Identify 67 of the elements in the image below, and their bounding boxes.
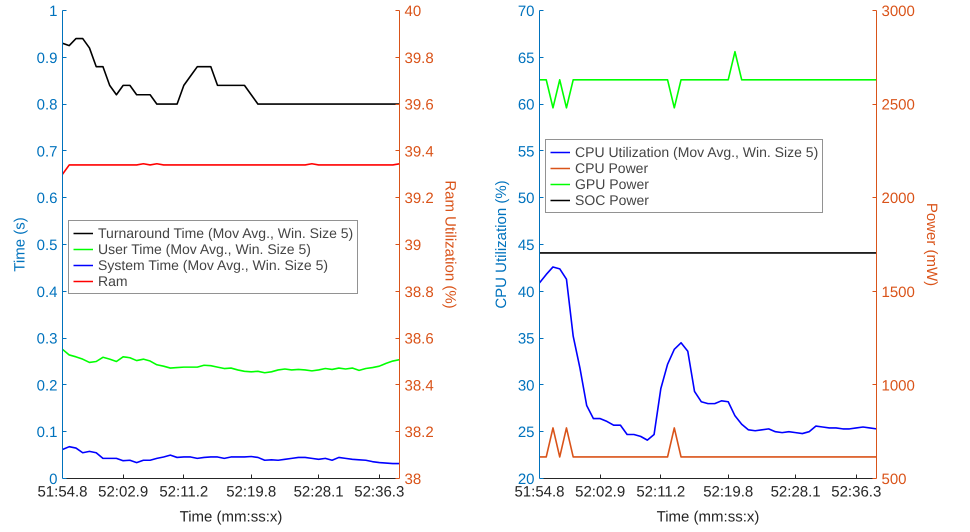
- y2-tick-label: 39.6: [404, 96, 434, 114]
- x-axis-title: Time (mm:ss:x): [656, 508, 760, 526]
- x-tick-label: 52:11.2: [159, 484, 208, 500]
- y-tick-label: 55: [518, 143, 535, 160]
- line-series: [62, 446, 400, 464]
- y2-tick-label: 500: [882, 471, 907, 488]
- y2-tick-label: 2500: [882, 96, 915, 114]
- legend-label: Turnaround Time (Mov Avg., Win. Size 5): [98, 225, 354, 242]
- legend-label: SOC Power: [575, 192, 649, 208]
- legend-label: User Time (Mov Avg., Win. Size 5): [98, 241, 311, 258]
- y-tick-label: 35: [518, 330, 535, 348]
- y2-tick-label: 2000: [882, 190, 915, 208]
- y-tick-label: 60: [518, 96, 535, 114]
- x-tick-label: 52:36.3: [831, 484, 882, 500]
- x-tick-label: 52:19.8: [226, 484, 276, 500]
- y2-tick-label: 39.2: [404, 190, 434, 208]
- y-tick-label: 1: [49, 3, 58, 20]
- y-tick-label: 30: [518, 377, 535, 394]
- y-tick-label: 0.4: [36, 284, 58, 301]
- y-tick-label: 0.5: [36, 237, 58, 254]
- y-tick-label: 40: [518, 284, 535, 301]
- y2-tick-label: 1500: [882, 284, 915, 301]
- x-tick-label: 52:02.9: [575, 484, 626, 500]
- legend-label: CPU Power: [575, 160, 648, 176]
- y-tick-label: 0.8: [36, 96, 58, 114]
- x-tick-label: 52:19.8: [703, 484, 754, 500]
- y2-tick-label: 38: [404, 471, 422, 488]
- y2-axis-title: Ram Utilization (%): [442, 180, 459, 309]
- x-tick-label: 51:54.8: [514, 484, 565, 500]
- line-series: [62, 348, 400, 374]
- y2-tick-label: 39.4: [404, 143, 434, 160]
- y-tick-label: 0.7: [36, 143, 58, 160]
- legend-label: CPU Utilization (Mov Avg., Win. Size 5): [575, 144, 818, 160]
- line-series: [540, 266, 876, 441]
- y2-tick-label: 38.4: [404, 377, 434, 394]
- y2-tick-label: 38.2: [404, 424, 434, 442]
- y-tick-label: 50: [518, 190, 535, 208]
- x-tick-label: 52:11.2: [636, 484, 686, 500]
- y-tick-label: 0.3: [36, 330, 58, 348]
- y-tick-label: 0.6: [36, 190, 58, 208]
- y2-tick-label: 38.8: [404, 284, 434, 301]
- y-tick-label: 0.1: [36, 424, 58, 442]
- y-axis-title: CPU Utilization (%): [492, 180, 510, 309]
- y2-tick-label: 3000: [882, 3, 915, 20]
- y-tick-label: 65: [518, 50, 535, 67]
- x-tick-label: 52:02.9: [98, 484, 148, 500]
- x-axis-title: Time (mm:ss:x): [180, 508, 282, 526]
- y2-tick-label: 39: [404, 237, 422, 254]
- y2-tick-label: 40: [404, 3, 422, 20]
- legend-label: Ram: [98, 273, 128, 290]
- y-tick-label: 70: [518, 3, 535, 20]
- legend-label: GPU Power: [575, 176, 649, 192]
- y2-axis-title: Power (mW): [922, 202, 940, 286]
- x-tick-label: 52:28.1: [770, 484, 821, 500]
- y-axis-title: Time (s): [12, 217, 29, 272]
- y-tick-label: 45: [518, 237, 535, 254]
- y2-tick-label: 39.8: [404, 50, 434, 67]
- legend-label: System Time (Mov Avg., Win. Size 5): [98, 257, 328, 274]
- x-tick-label: 52:36.3: [354, 484, 404, 500]
- line-series: [62, 38, 400, 105]
- y2-tick-label: 1000: [882, 377, 915, 394]
- y-tick-label: 0.9: [36, 50, 58, 67]
- y-tick-label: 25: [518, 424, 535, 442]
- y-tick-label: 0.2: [36, 377, 58, 394]
- x-tick-label: 52:28.1: [294, 484, 344, 500]
- y2-tick-label: 38.6: [404, 330, 434, 348]
- x-tick-label: 51:54.8: [37, 484, 88, 500]
